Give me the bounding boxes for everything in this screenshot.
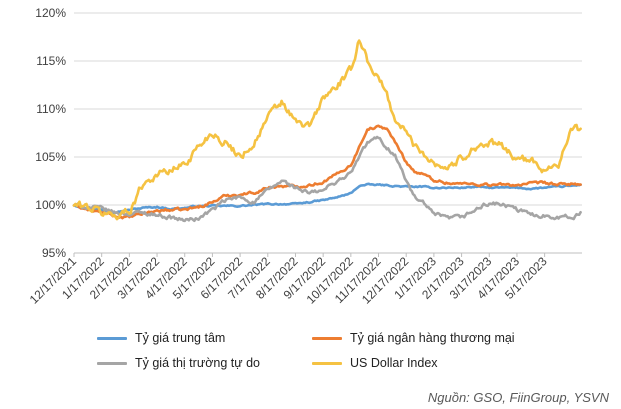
legend-item-us-dollar-index: US Dollar Index [312,356,438,370]
x-axis: 12/17/20211/17/20222/17/20223/17/20224/1… [27,252,582,307]
legend-label-us-dollar-index: US Dollar Index [350,356,438,370]
y-tick-label: 100% [35,198,66,212]
legend-label-central-rate: Tỷ giá trung tâm [135,331,226,345]
legend-swatch-commercial-bank-rate [312,336,342,340]
y-tick-label: 105% [35,150,66,164]
y-tick-label: 120% [35,6,66,20]
legend-item-free-market-rate: Tỷ giá thị trường tự do [97,356,260,370]
y-tick-label: 110% [36,102,66,116]
y-tick-label: 115% [36,54,66,68]
line-chart: 95% 100% 105% 110% 115% 120% 12/17/20211/17/2… [27,6,582,307]
legend-swatch-central-rate [97,336,127,340]
legend-swatch-free-market-rate [97,361,127,365]
y-axis: 95% 100% 105% 110% 115% 120% [35,6,66,260]
legend-item-central-rate: Tỷ giá trung tâm [97,331,225,345]
legend-label-commercial-bank-rate: Tỷ giá ngân hàng thương mại [350,331,515,345]
series-line-0 [72,182,582,215]
legend-swatch-us-dollar-index [312,361,342,365]
series-line-1 [72,124,582,220]
legend-item-commercial-bank-rate: Tỷ giá ngân hàng thương mại [312,331,515,345]
series-line-2 [72,135,582,223]
source-note: Nguồn: GSO, FiinGroup, YSVN [427,390,609,405]
y-tick-label: 95% [42,246,66,260]
series-line-3 [72,39,582,221]
series-lines [72,39,582,223]
gridlines [74,12,582,254]
legend-label-free-market-rate: Tỷ giá thị trường tự do [135,356,260,370]
